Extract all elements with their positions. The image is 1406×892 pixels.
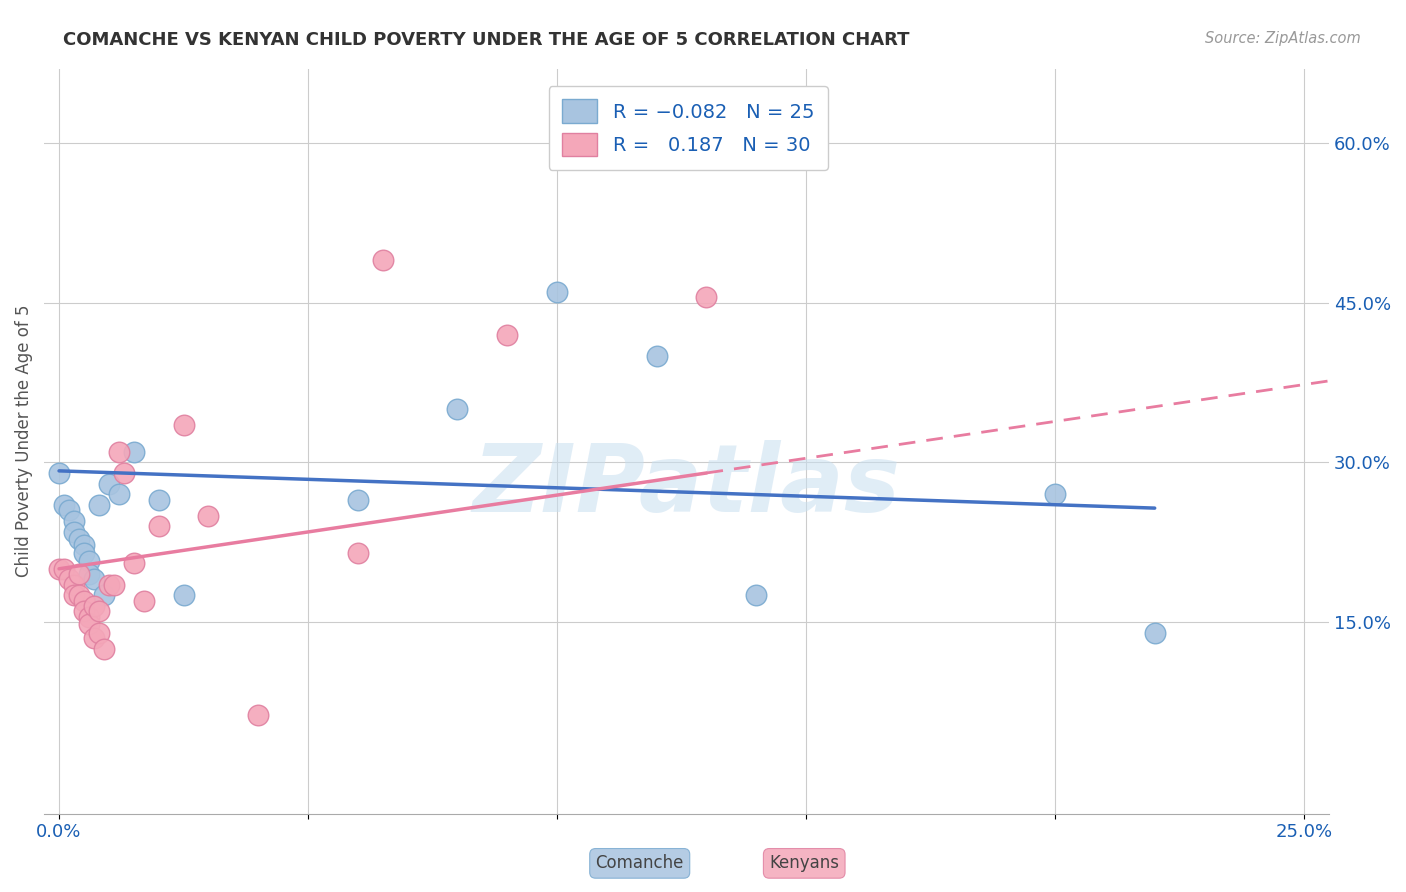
Text: ZIPatlas: ZIPatlas [472, 440, 901, 532]
Point [347, 546, 370, 560]
Point [496, 327, 519, 342]
Point [87, 625, 110, 640]
Point [63, 578, 86, 592]
Point [83, 599, 105, 613]
Point [645, 349, 668, 363]
Point [77, 554, 100, 568]
Point [73, 546, 96, 560]
Point [173, 588, 195, 602]
Point [83, 631, 105, 645]
Point [446, 402, 468, 417]
Point [97, 476, 120, 491]
Point [87, 604, 110, 618]
Text: Source: ZipAtlas.com: Source: ZipAtlas.com [1205, 31, 1361, 46]
Point [87, 498, 110, 512]
Point [77, 617, 100, 632]
Point [122, 444, 145, 458]
Point [83, 573, 105, 587]
Point [53, 498, 76, 512]
Point [347, 492, 370, 507]
Point [73, 538, 96, 552]
Point [197, 508, 219, 523]
Point [67, 588, 90, 602]
Point [108, 487, 131, 501]
Point [93, 588, 115, 602]
Point [73, 593, 96, 607]
Point [93, 641, 115, 656]
Point [97, 578, 120, 592]
Point [58, 573, 80, 587]
Point [247, 707, 270, 722]
Text: Comanche: Comanche [596, 855, 683, 872]
Legend: R = −0.082   N = 25, R =   0.187   N = 30: R = −0.082 N = 25, R = 0.187 N = 30 [548, 86, 828, 170]
Point [63, 524, 86, 539]
Point [1143, 625, 1166, 640]
Point [148, 492, 170, 507]
Point [371, 253, 394, 268]
Point [103, 578, 125, 592]
Point [695, 290, 717, 304]
Text: Kenyans: Kenyans [769, 855, 839, 872]
Point [77, 609, 100, 624]
Point [745, 588, 768, 602]
Point [73, 604, 96, 618]
Point [173, 418, 195, 433]
Point [108, 444, 131, 458]
Point [48, 562, 70, 576]
Point [53, 562, 76, 576]
Point [546, 285, 568, 299]
Point [67, 567, 90, 582]
Point [63, 588, 86, 602]
Point [63, 514, 86, 528]
Point [122, 557, 145, 571]
Point [132, 593, 155, 607]
Y-axis label: Child Poverty Under the Age of 5: Child Poverty Under the Age of 5 [15, 305, 32, 577]
Point [58, 503, 80, 517]
Point [67, 532, 90, 546]
Point [148, 519, 170, 533]
Point [48, 466, 70, 480]
Point [1043, 487, 1066, 501]
Point [112, 466, 135, 480]
Point [77, 567, 100, 582]
Text: COMANCHE VS KENYAN CHILD POVERTY UNDER THE AGE OF 5 CORRELATION CHART: COMANCHE VS KENYAN CHILD POVERTY UNDER T… [63, 31, 910, 49]
